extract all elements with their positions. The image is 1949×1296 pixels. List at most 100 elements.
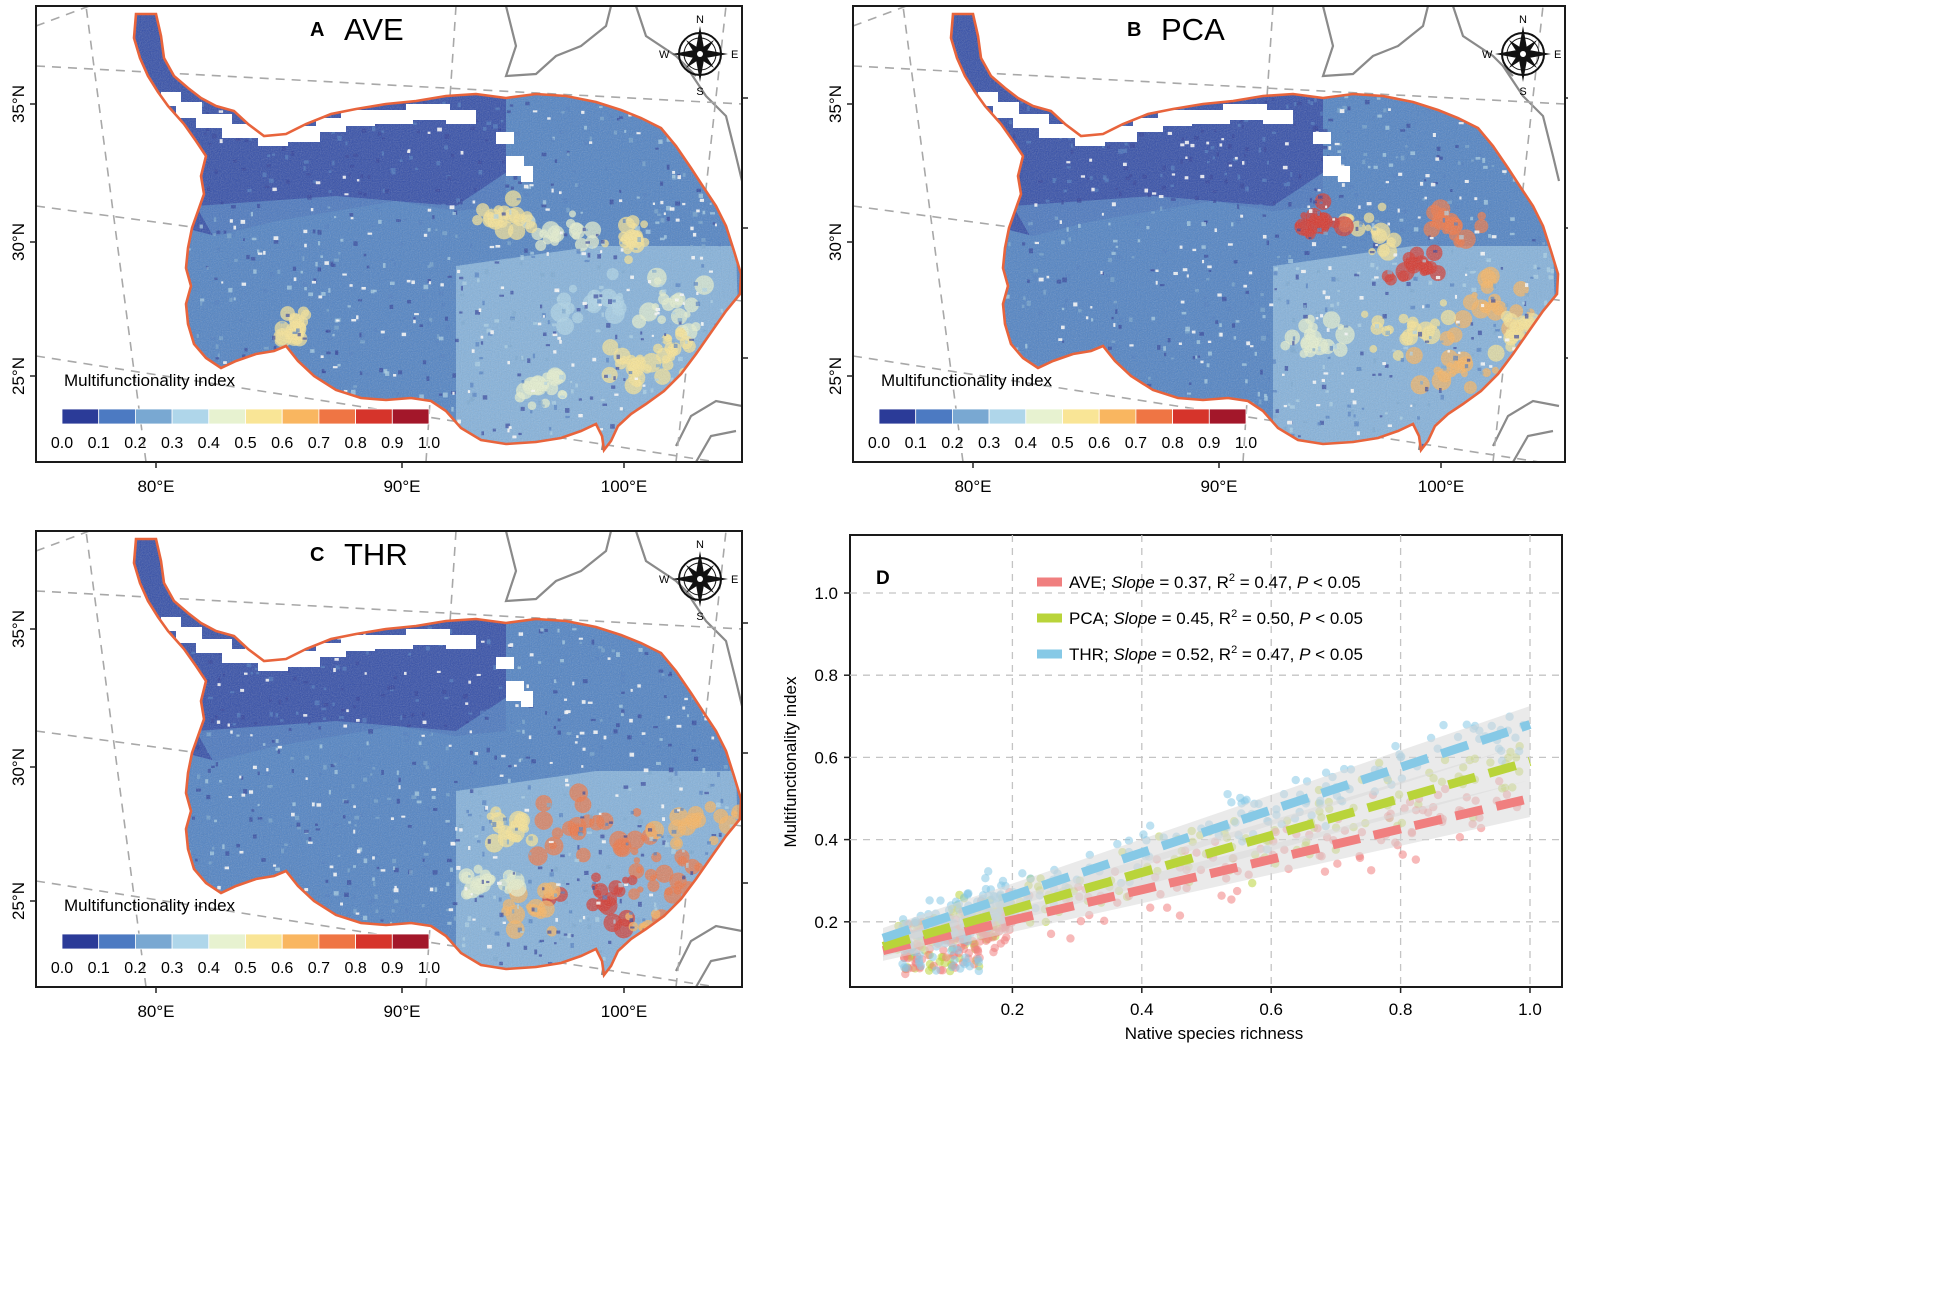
no-data-block — [176, 627, 202, 643]
legend-tick: 0.6 — [271, 960, 293, 977]
compass-e: E — [1554, 49, 1561, 61]
legend-swatch — [135, 933, 173, 950]
legend-tick: 0.2 — [941, 435, 963, 452]
point-thr — [931, 966, 941, 975]
point-ave — [1146, 903, 1155, 912]
lon-label: 90°E — [383, 477, 420, 496]
no-data-block — [341, 635, 375, 651]
legend-swatch — [318, 408, 356, 425]
lon-label: 80°E — [137, 477, 174, 496]
panel-letter: C — [310, 544, 324, 566]
point-thr — [1223, 789, 1232, 799]
map-frame — [852, 5, 1566, 463]
graticule-line — [85, 6, 147, 462]
legend-tick: 0.4 — [198, 960, 220, 977]
legend-swatch — [318, 933, 356, 950]
compass-w: W — [659, 574, 670, 586]
legend-tick: 0.2 — [124, 960, 146, 977]
no-data-block — [521, 691, 533, 707]
province-boundary — [675, 399, 742, 447]
legend-swatch — [1172, 408, 1210, 425]
no-data-block — [1338, 166, 1350, 182]
legend-title: Multifunctionality index — [881, 371, 1053, 390]
plateau-raster — [134, 14, 741, 450]
method-title: PCA — [1161, 12, 1225, 47]
scatter-plot: 0.2 0.4 0.6 0.8 1.0 0.2 0.4 0.6 0.8 1.0 Native spe… — [781, 534, 1563, 1043]
y-tick-label: 1.0 — [814, 584, 838, 603]
legend-tick: 0.2 — [124, 435, 146, 452]
province-boundary — [685, 590, 742, 707]
legend-swatch — [1062, 408, 1100, 425]
legend-tick: 0.3 — [978, 435, 1000, 452]
legend-swatch — [208, 408, 246, 425]
legend-swatch — [1208, 408, 1247, 425]
point-thr — [1439, 720, 1448, 730]
point-pca — [1248, 878, 1257, 888]
legend-tick: 0.7 — [308, 435, 330, 452]
legend-tick: 1.0 — [418, 435, 440, 452]
no-data-block — [371, 635, 413, 649]
graticule-line — [36, 6, 92, 27]
graticule-line — [36, 531, 92, 552]
legend-tick: 0.1 — [905, 435, 927, 452]
lat-label: 25°N — [9, 882, 28, 920]
graticule-line — [36, 590, 742, 630]
legend-tick: 0.7 — [308, 960, 330, 977]
x-tick-label: 0.6 — [1259, 1000, 1283, 1019]
lon-label: 90°E — [1200, 477, 1237, 496]
map-frame — [35, 5, 743, 463]
legend-tick: 1.0 — [1235, 435, 1257, 452]
x-tick-label: 0.2 — [1001, 1000, 1025, 1019]
compass-s: S — [696, 86, 703, 98]
legend-tick: 0.8 — [1161, 435, 1183, 452]
point-thr — [1227, 798, 1236, 807]
compass-n: N — [696, 539, 704, 551]
map-panel-c: C THR N S E W Multifunctionality index 0.0 0.1 0.… — [9, 530, 748, 1021]
lat-label: 30°N — [9, 748, 28, 786]
no-data-block — [371, 110, 413, 124]
no-data-block — [1158, 110, 1192, 126]
x-tick-label: 0.8 — [1389, 1000, 1413, 1019]
no-data-block — [1133, 118, 1163, 132]
legend-tick: 0.4 — [198, 435, 220, 452]
province-boundary — [675, 924, 742, 972]
point-thr — [915, 958, 924, 968]
no-data-block — [1188, 110, 1230, 124]
legend-swatch — [245, 933, 283, 950]
legend-tick: 0.3 — [161, 435, 183, 452]
province-boundary — [1502, 65, 1561, 182]
legend-tick: 1.0 — [418, 960, 440, 977]
lon-label: 100°E — [601, 1002, 648, 1021]
point-thr — [1291, 775, 1300, 785]
legend-swatch — [98, 408, 136, 425]
y-tick-label: 0.4 — [814, 831, 838, 850]
point-ave — [1398, 850, 1407, 859]
point-thr — [936, 896, 945, 905]
compass-w: W — [659, 49, 670, 61]
compass-icon: N S E W — [659, 14, 738, 98]
point-thr — [947, 962, 957, 972]
point-thr — [1113, 839, 1122, 849]
point-ave — [1232, 886, 1242, 896]
confidence-band-ave — [883, 780, 1530, 961]
legend-tick: 0.0 — [868, 435, 890, 452]
legend-tick: 0.6 — [1088, 435, 1110, 452]
point-ave — [939, 945, 948, 955]
point-thr — [1391, 741, 1400, 751]
map-frame — [35, 530, 743, 988]
province-boundary — [634, 531, 697, 602]
compass-n: N — [696, 14, 704, 26]
legend-swatch — [988, 408, 1027, 425]
lat-label: 35°N — [9, 85, 28, 123]
compass-w: W — [1482, 49, 1493, 61]
no-data-block — [284, 651, 320, 667]
plateau-boundary — [949, 12, 1560, 454]
no-data-block — [1223, 104, 1267, 120]
no-data-block — [521, 166, 533, 182]
point-ave — [1100, 916, 1109, 926]
legend-swatch — [281, 408, 320, 425]
point-ave — [1002, 933, 1011, 942]
legend: AVE; Slope = 0.37, R2 = 0.47, P < 0.05 PC… — [1037, 572, 1363, 664]
legend-swatch — [171, 933, 210, 950]
legend-swatch — [391, 933, 430, 950]
